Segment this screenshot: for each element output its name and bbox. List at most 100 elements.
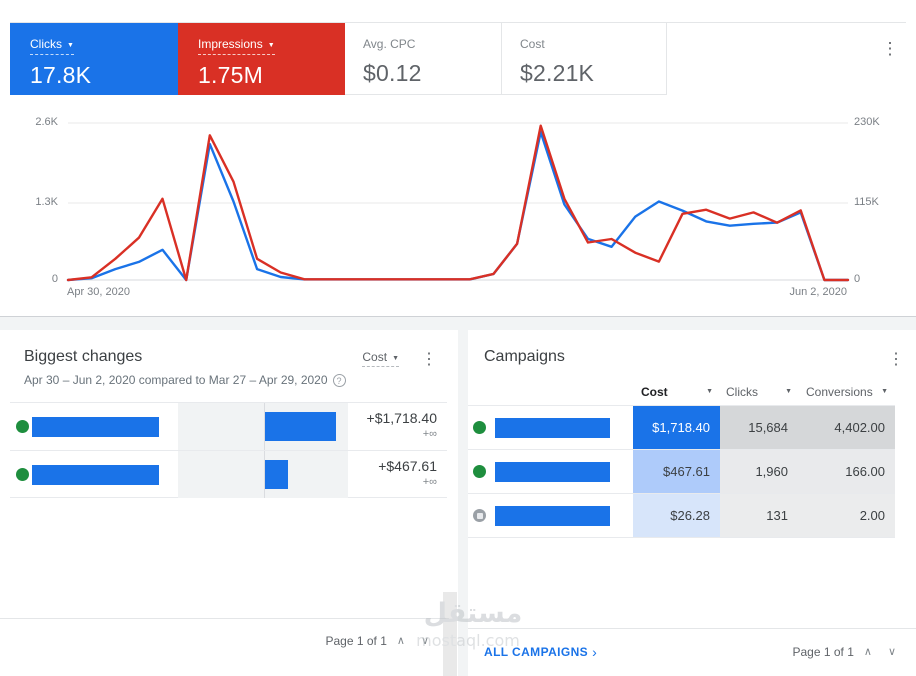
scorecard-clicks-value: 17.8K [30,62,92,88]
section-divider [0,316,916,330]
left-axis-tick-13k: 1.3K [35,196,58,208]
clicks-cell[interactable]: 1,960 [720,450,798,493]
scorecard-avg-cpc-label: Avg. CPC [363,37,416,51]
scorecard-impressions[interactable]: Impressions ▼ 1.75M [178,23,345,95]
column-header-clicks[interactable]: Clicks ▼ [726,385,792,399]
biggest-changes-metric-dropdown[interactable]: Cost ▼ [362,350,399,367]
left-axis-tick-26k: 2.6K [35,116,58,128]
conversions-cell[interactable]: 2.00 [798,494,895,537]
column-header-conversions[interactable]: Conversions ▼ [806,385,888,399]
kebab-menu-icon[interactable]: ⋮ [884,348,908,372]
column-header-conversions-label: Conversions [806,385,873,399]
right-axis-tick-0: 0 [854,273,861,285]
campaigns-table: $1,718.40 15,684 4,402.00 $467.61 1,960 … [468,406,895,538]
biggest-changes-title: Biggest changes [24,348,143,365]
left-axis-tick-0: 0 [51,273,58,285]
previous-page-icon[interactable]: ∧ [858,641,878,662]
next-page-icon[interactable]: ∨ [882,641,902,662]
page-indicator: Page 1 of 1 [325,633,387,648]
campaigns-column-headers: Cost ▼ Clicks ▼ Conversions ▼ [468,385,895,406]
dropdown-arrow-icon: ▼ [785,388,792,395]
panel-gap [458,330,468,676]
column-header-clicks-label: Clicks [726,385,758,399]
biggest-changes-footer: Page 1 of 1 ∧ ∨ [0,618,449,662]
campaign-row[interactable]: $467.61 1,960 166.00 [468,450,895,494]
redacted-campaign-name [495,506,610,526]
campaign-row[interactable]: $1,718.40 15,684 4,402.00 [468,406,895,450]
biggest-changes-row[interactable]: +$467.61 +∞ [10,450,447,498]
next-page-icon[interactable]: ∨ [415,630,435,651]
all-campaigns-label: ALL CAMPAIGNS [484,644,589,659]
dropdown-arrow-icon: ▼ [706,388,713,395]
dropdown-arrow-icon: ▼ [267,41,275,49]
right-axis-tick-230k: 230K [854,116,880,128]
change-value: +$1,718.40 [366,410,437,426]
change-percent: +∞ [422,428,437,440]
scorecard-impressions-metric-selector[interactable]: Impressions ▼ [198,37,275,55]
cost-cell[interactable]: $26.28 [633,494,720,537]
biggest-changes-row[interactable]: +$1,718.40 +∞ [10,402,447,450]
scorecard-cost[interactable]: Cost $2.21K [502,23,667,95]
change-value: +$467.61 [378,458,437,474]
zero-divider [264,451,265,498]
scorecard-clicks-metric-selector[interactable]: Clicks ▼ [30,37,74,55]
previous-page-icon[interactable]: ∧ [391,630,411,651]
campaign-row[interactable]: $26.28 131 2.00 [468,494,895,538]
kebab-menu-icon[interactable]: ⋮ [417,348,441,372]
column-header-cost-label: Cost [641,385,668,399]
clicks-cell[interactable]: 15,684 [720,406,798,449]
column-header-cost[interactable]: Cost ▼ [641,385,713,399]
scorecard-clicks-label: Clicks [30,37,62,51]
biggest-changes-table: +$1,718.40 +∞ +$467.61 +∞ [10,402,447,498]
timeseries-chart[interactable]: 2.6K 1.3K 0 230K 115K 0 Apr 30, 2020 Jun… [0,105,916,310]
scorecard-avg-cpc-value: $0.12 [363,60,422,86]
chevron-right-icon: › [592,643,598,660]
change-percent: +∞ [422,476,437,488]
biggest-changes-metric-label: Cost [362,350,388,364]
status-enabled-icon [473,465,486,478]
x-axis-end-label: Jun 2, 2020 [789,286,848,298]
status-enabled-icon [16,420,29,433]
all-campaigns-link[interactable]: ALL CAMPAIGNS › [484,644,597,660]
page-indicator: Page 1 of 1 [792,644,854,659]
scorecard-clicks[interactable]: Clicks ▼ 17.8K [10,23,178,95]
dropdown-arrow-icon: ▼ [392,354,399,362]
conversions-cell[interactable]: 4,402.00 [798,406,895,449]
help-icon[interactable]: ? [332,373,346,387]
change-bar [265,412,337,441]
conversions-cell[interactable]: 166.00 [798,450,895,493]
cost-cell[interactable]: $467.61 [633,450,720,493]
scorecard-cost-label: Cost [520,37,545,51]
x-axis-start-label: Apr 30, 2020 [67,286,130,298]
campaigns-panel: Campaigns ⋮ Cost ▼ Clicks ▼ Conversions … [468,330,916,676]
status-paused-icon [473,509,486,522]
scorecard-impressions-value: 1.75M [198,62,263,88]
right-axis-tick-115k: 115K [854,196,879,208]
zero-divider [264,403,265,450]
campaigns-footer: ALL CAMPAIGNS › Page 1 of 1 ∧ ∨ [468,628,916,674]
redacted-campaign-name [495,418,610,438]
redacted-campaign-name [32,465,159,485]
scorecard-impressions-label: Impressions [198,37,263,51]
kebab-menu-icon[interactable]: ⋮ [876,35,904,63]
scorecard-row: Clicks ▼ 17.8K Impressions ▼ 1.75M Avg. … [10,22,906,95]
dropdown-arrow-icon: ▼ [67,41,74,49]
redacted-campaign-name [495,462,610,482]
status-enabled-icon [473,421,486,434]
redacted-campaign-name [32,417,159,437]
scorecard-avg-cpc[interactable]: Avg. CPC $0.12 [345,23,502,95]
biggest-changes-date-range: Apr 30 – Jun 2, 2020 compared to Mar 27 … [24,373,328,387]
series-impressions [66,124,850,282]
scorecard-cost-value: $2.21K [520,60,595,86]
status-enabled-icon [16,468,29,481]
campaigns-title: Campaigns [484,348,565,365]
change-bar-zone [178,451,348,498]
chart-canvas [66,122,850,282]
clicks-cell[interactable]: 131 [720,494,798,537]
cost-cell[interactable]: $1,718.40 [633,406,720,449]
series-clicks [66,130,850,282]
change-bar [265,460,288,489]
biggest-changes-panel: Biggest changes Apr 30 – Jun 2, 2020 com… [0,330,449,662]
dropdown-arrow-icon: ▼ [881,388,888,395]
